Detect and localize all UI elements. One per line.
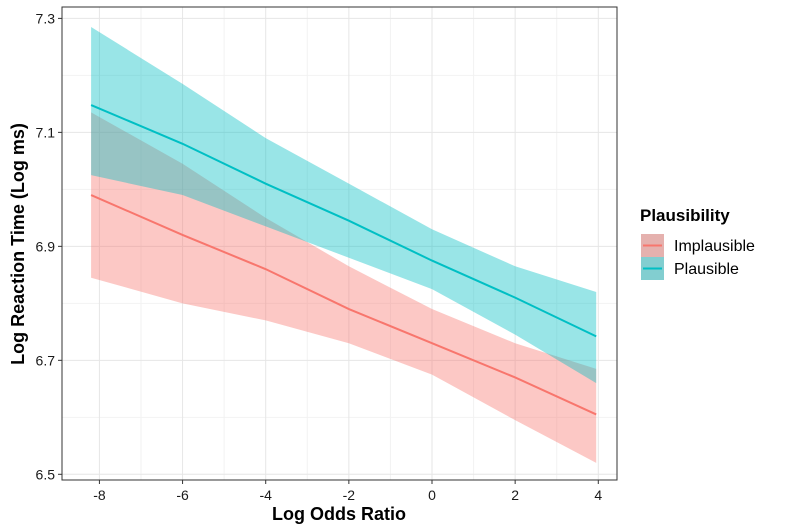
major-grid [62, 7, 617, 480]
y-tick-label: 6.5 [36, 466, 56, 482]
y-tick-label: 7.3 [36, 10, 56, 26]
confidence-ribbons [91, 26, 597, 463]
ribbon-implausible [91, 112, 597, 463]
x-axis-ticks: -8 -6 -4 -2 0 2 4 [93, 480, 602, 503]
panel-border [61, 6, 618, 481]
y-tick-label: 6.9 [36, 238, 56, 254]
y-axis-title: Log Reaction Time (Log ms) [8, 123, 28, 365]
x-tick-label: -6 [176, 487, 189, 503]
legend-label-plausible: Plausible [674, 261, 739, 278]
legend-title: Plausibility [640, 206, 730, 225]
x-axis-title: Log Odds Ratio [272, 504, 406, 524]
legend-label-implausible: Implausible [674, 238, 755, 255]
line-implausible [90, 194, 597, 416]
legend: Plausibility Implausible Plausible [640, 206, 755, 280]
minor-grid [62, 7, 617, 480]
y-tick-label: 6.7 [36, 352, 56, 368]
series-lines [90, 104, 597, 416]
y-axis-ticks: 6.5 6.7 6.9 7.1 7.3 [36, 10, 62, 482]
x-tick-label: 0 [428, 487, 436, 503]
legend-keys: Implausible Plausible [641, 234, 755, 280]
y-tick-label: 7.1 [36, 124, 56, 140]
line-plausible [90, 104, 597, 338]
x-tick-label: 4 [594, 487, 602, 503]
x-tick-label: -4 [259, 487, 272, 503]
ribbon-plausible [91, 26, 597, 384]
x-tick-label: -8 [93, 487, 106, 503]
x-tick-label: -2 [343, 487, 356, 503]
x-tick-label: 2 [511, 487, 519, 503]
